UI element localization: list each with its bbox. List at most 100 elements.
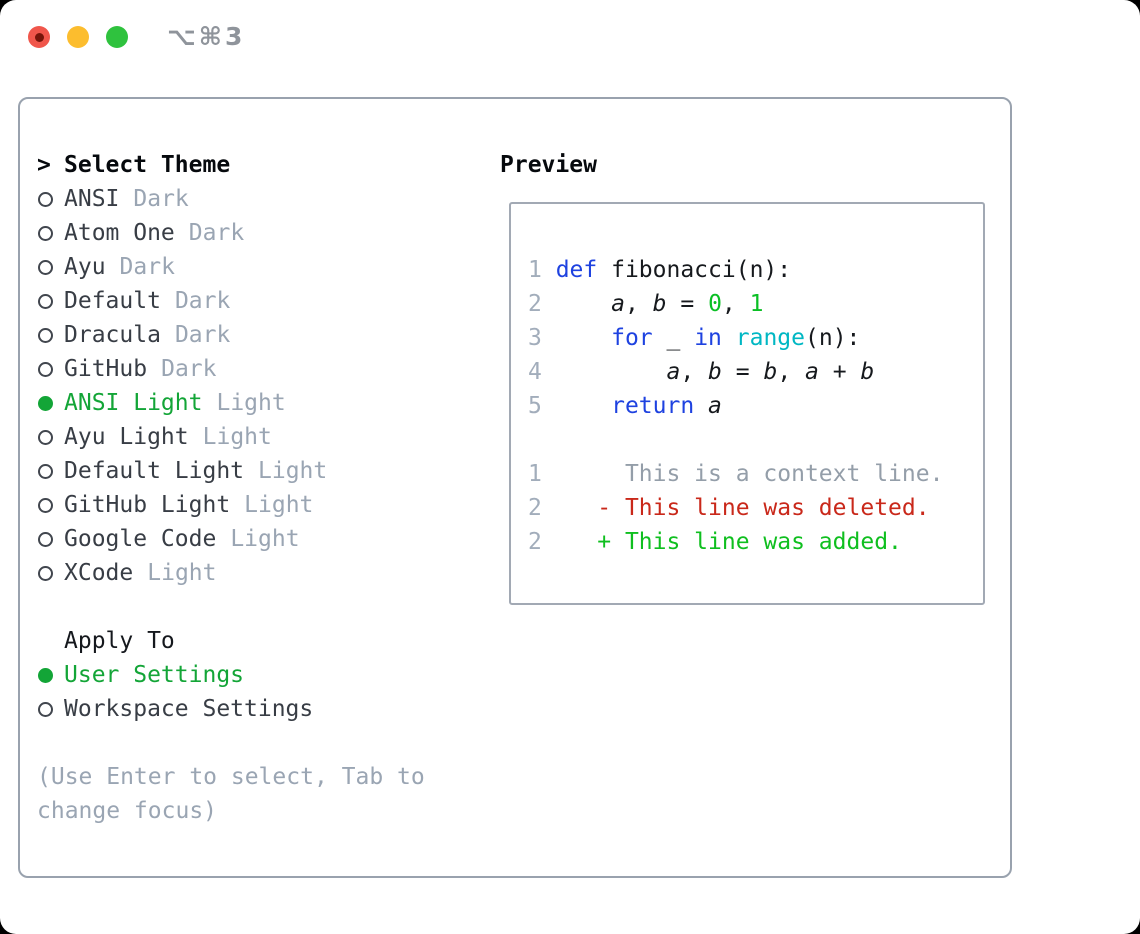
code-segment-plain — [556, 359, 667, 385]
apply-option-user-settings[interactable]: User Settings — [37, 658, 463, 692]
code-segment-plain: , — [624, 291, 653, 317]
code-segment-lit: 1 — [749, 291, 764, 317]
theme-option-ansi-light[interactable]: ANSI Light Light — [37, 386, 463, 420]
radio-marker — [37, 361, 64, 377]
radio-marker — [37, 497, 64, 513]
radio-marker — [37, 327, 64, 343]
theme-option-github-light[interactable]: GitHub Light Light — [37, 488, 463, 522]
code-segment-plain — [556, 393, 611, 419]
close-button[interactable] — [28, 26, 50, 48]
code-segment-plain — [556, 325, 611, 351]
radio-marker — [37, 429, 64, 445]
window-title-shortcut: ⌥⌘3 — [167, 22, 246, 51]
select-theme-title: Select Theme — [64, 152, 231, 178]
radio-selected-icon — [38, 667, 53, 683]
theme-option-ayu-light[interactable]: Ayu Light Light — [37, 420, 463, 454]
theme-option-github[interactable]: GitHub Dark — [37, 352, 463, 386]
theme-variant: Light — [258, 458, 328, 484]
caret-icon: > — [37, 152, 51, 178]
radio-marker — [37, 701, 64, 717]
code-segment-var: a — [666, 359, 681, 385]
minimize-button[interactable] — [67, 26, 89, 48]
apply-to-list: User Settings Workspace Settings — [37, 658, 463, 726]
radio-marker — [37, 531, 64, 547]
theme-name: Dracula — [64, 322, 161, 348]
theme-name: ANSI — [64, 186, 120, 212]
theme-list: ANSI Dark Atom One Dark Ayu Dark Default Dark Dr… — [37, 182, 463, 590]
preview-line-code: 2 a, b = 0, 1 — [528, 287, 983, 321]
theme-name: Google Code — [64, 526, 217, 552]
preview-line-code: 5 return a — [528, 389, 983, 423]
theme-name: Ayu Light — [64, 424, 189, 450]
theme-name: Ayu — [64, 254, 106, 280]
line-number: 1 — [528, 257, 556, 283]
line-number: 4 — [528, 359, 556, 385]
code-segment-var: b — [763, 359, 778, 385]
code-segment-var: a — [805, 359, 819, 385]
apply-option-workspace-settings[interactable]: Workspace Settings — [37, 692, 463, 726]
radio-marker — [37, 565, 64, 581]
radio-marker — [37, 191, 64, 207]
theme-name: XCode — [64, 560, 134, 586]
code-segment-var: a — [708, 393, 722, 419]
theme-option-default[interactable]: Default Dark — [37, 284, 463, 318]
theme-variant: Dark — [133, 186, 189, 212]
line-number: 2 — [528, 529, 556, 555]
theme-name: Default Light — [64, 458, 245, 484]
code-segment-ctx: This is a context line. — [555, 461, 944, 487]
code-segment-fn: range — [735, 325, 805, 351]
preview-line-context: 1 This is a context line. — [528, 457, 983, 491]
theme-option-atom-one[interactable]: Atom One Dark — [37, 216, 463, 250]
radio-marker — [37, 225, 64, 241]
code-segment-kw: return — [611, 393, 695, 419]
theme-option-dracula[interactable]: Dracula Dark — [37, 318, 463, 352]
radio-icon — [38, 259, 53, 275]
theme-name: GitHub — [64, 356, 148, 382]
radio-icon — [38, 225, 53, 241]
theme-picker-column: > Select Theme ANSI Dark Atom One Dark Ayu Da… — [37, 148, 463, 828]
code-segment-plain: fibonacci(n): — [597, 257, 792, 283]
code-segment-var: b — [708, 359, 722, 385]
preview-title: Preview — [500, 152, 597, 178]
radio-icon — [38, 327, 53, 343]
hint-text: (Use Enter to select, Tab to change focu… — [37, 764, 425, 824]
preview-line-code: 3 for _ in range(n): — [528, 321, 983, 355]
theme-variant: Dark — [119, 254, 175, 280]
radio-marker — [37, 395, 64, 411]
radio-marker — [37, 667, 64, 683]
line-number: 5 — [528, 393, 556, 419]
theme-variant: Dark — [188, 220, 245, 246]
code-segment-kw: for — [611, 325, 653, 351]
code-segment-del: - This line was deleted. — [555, 495, 930, 521]
code-segment-plain — [556, 291, 611, 317]
line-number — [528, 427, 556, 453]
radio-icon — [38, 531, 53, 547]
code-segment-plain: _ — [652, 325, 695, 351]
preview-blank-line — [528, 423, 983, 457]
code-segment-plain: + — [818, 359, 861, 385]
theme-variant: Light — [202, 424, 272, 450]
radio-icon — [38, 293, 53, 309]
radio-marker — [37, 259, 64, 275]
code-segment-plain: = — [721, 359, 764, 385]
theme-option-ansi[interactable]: ANSI Dark — [37, 182, 463, 216]
code-segment-plain: = — [666, 291, 709, 317]
theme-name: Default — [64, 288, 161, 314]
select-theme-heading-row: > Select Theme — [37, 148, 463, 182]
radio-icon — [38, 191, 53, 207]
radio-icon — [38, 701, 53, 717]
theme-variant: Light — [230, 526, 300, 552]
apply-to-heading-row: Apply To — [37, 624, 463, 658]
theme-option-google-code[interactable]: Google Code Light — [37, 522, 463, 556]
theme-option-ayu[interactable]: Ayu Dark — [37, 250, 463, 284]
code-segment-kw: in — [694, 325, 722, 351]
theme-variant: Light — [147, 560, 217, 586]
theme-option-default-light[interactable]: Default Light Light — [37, 454, 463, 488]
theme-option-xcode[interactable]: XCode Light — [37, 556, 463, 590]
code-segment-plain: , — [777, 359, 806, 385]
zoom-button[interactable] — [106, 26, 128, 48]
theme-name: Atom One — [64, 220, 175, 246]
code-segment-var: b — [652, 291, 667, 317]
theme-variant: Light — [216, 390, 286, 416]
